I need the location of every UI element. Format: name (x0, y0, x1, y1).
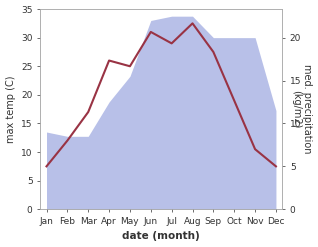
Y-axis label: max temp (C): max temp (C) (5, 75, 16, 143)
Y-axis label: med. precipitation
(kg/m2): med. precipitation (kg/m2) (291, 64, 313, 154)
X-axis label: date (month): date (month) (122, 231, 200, 242)
